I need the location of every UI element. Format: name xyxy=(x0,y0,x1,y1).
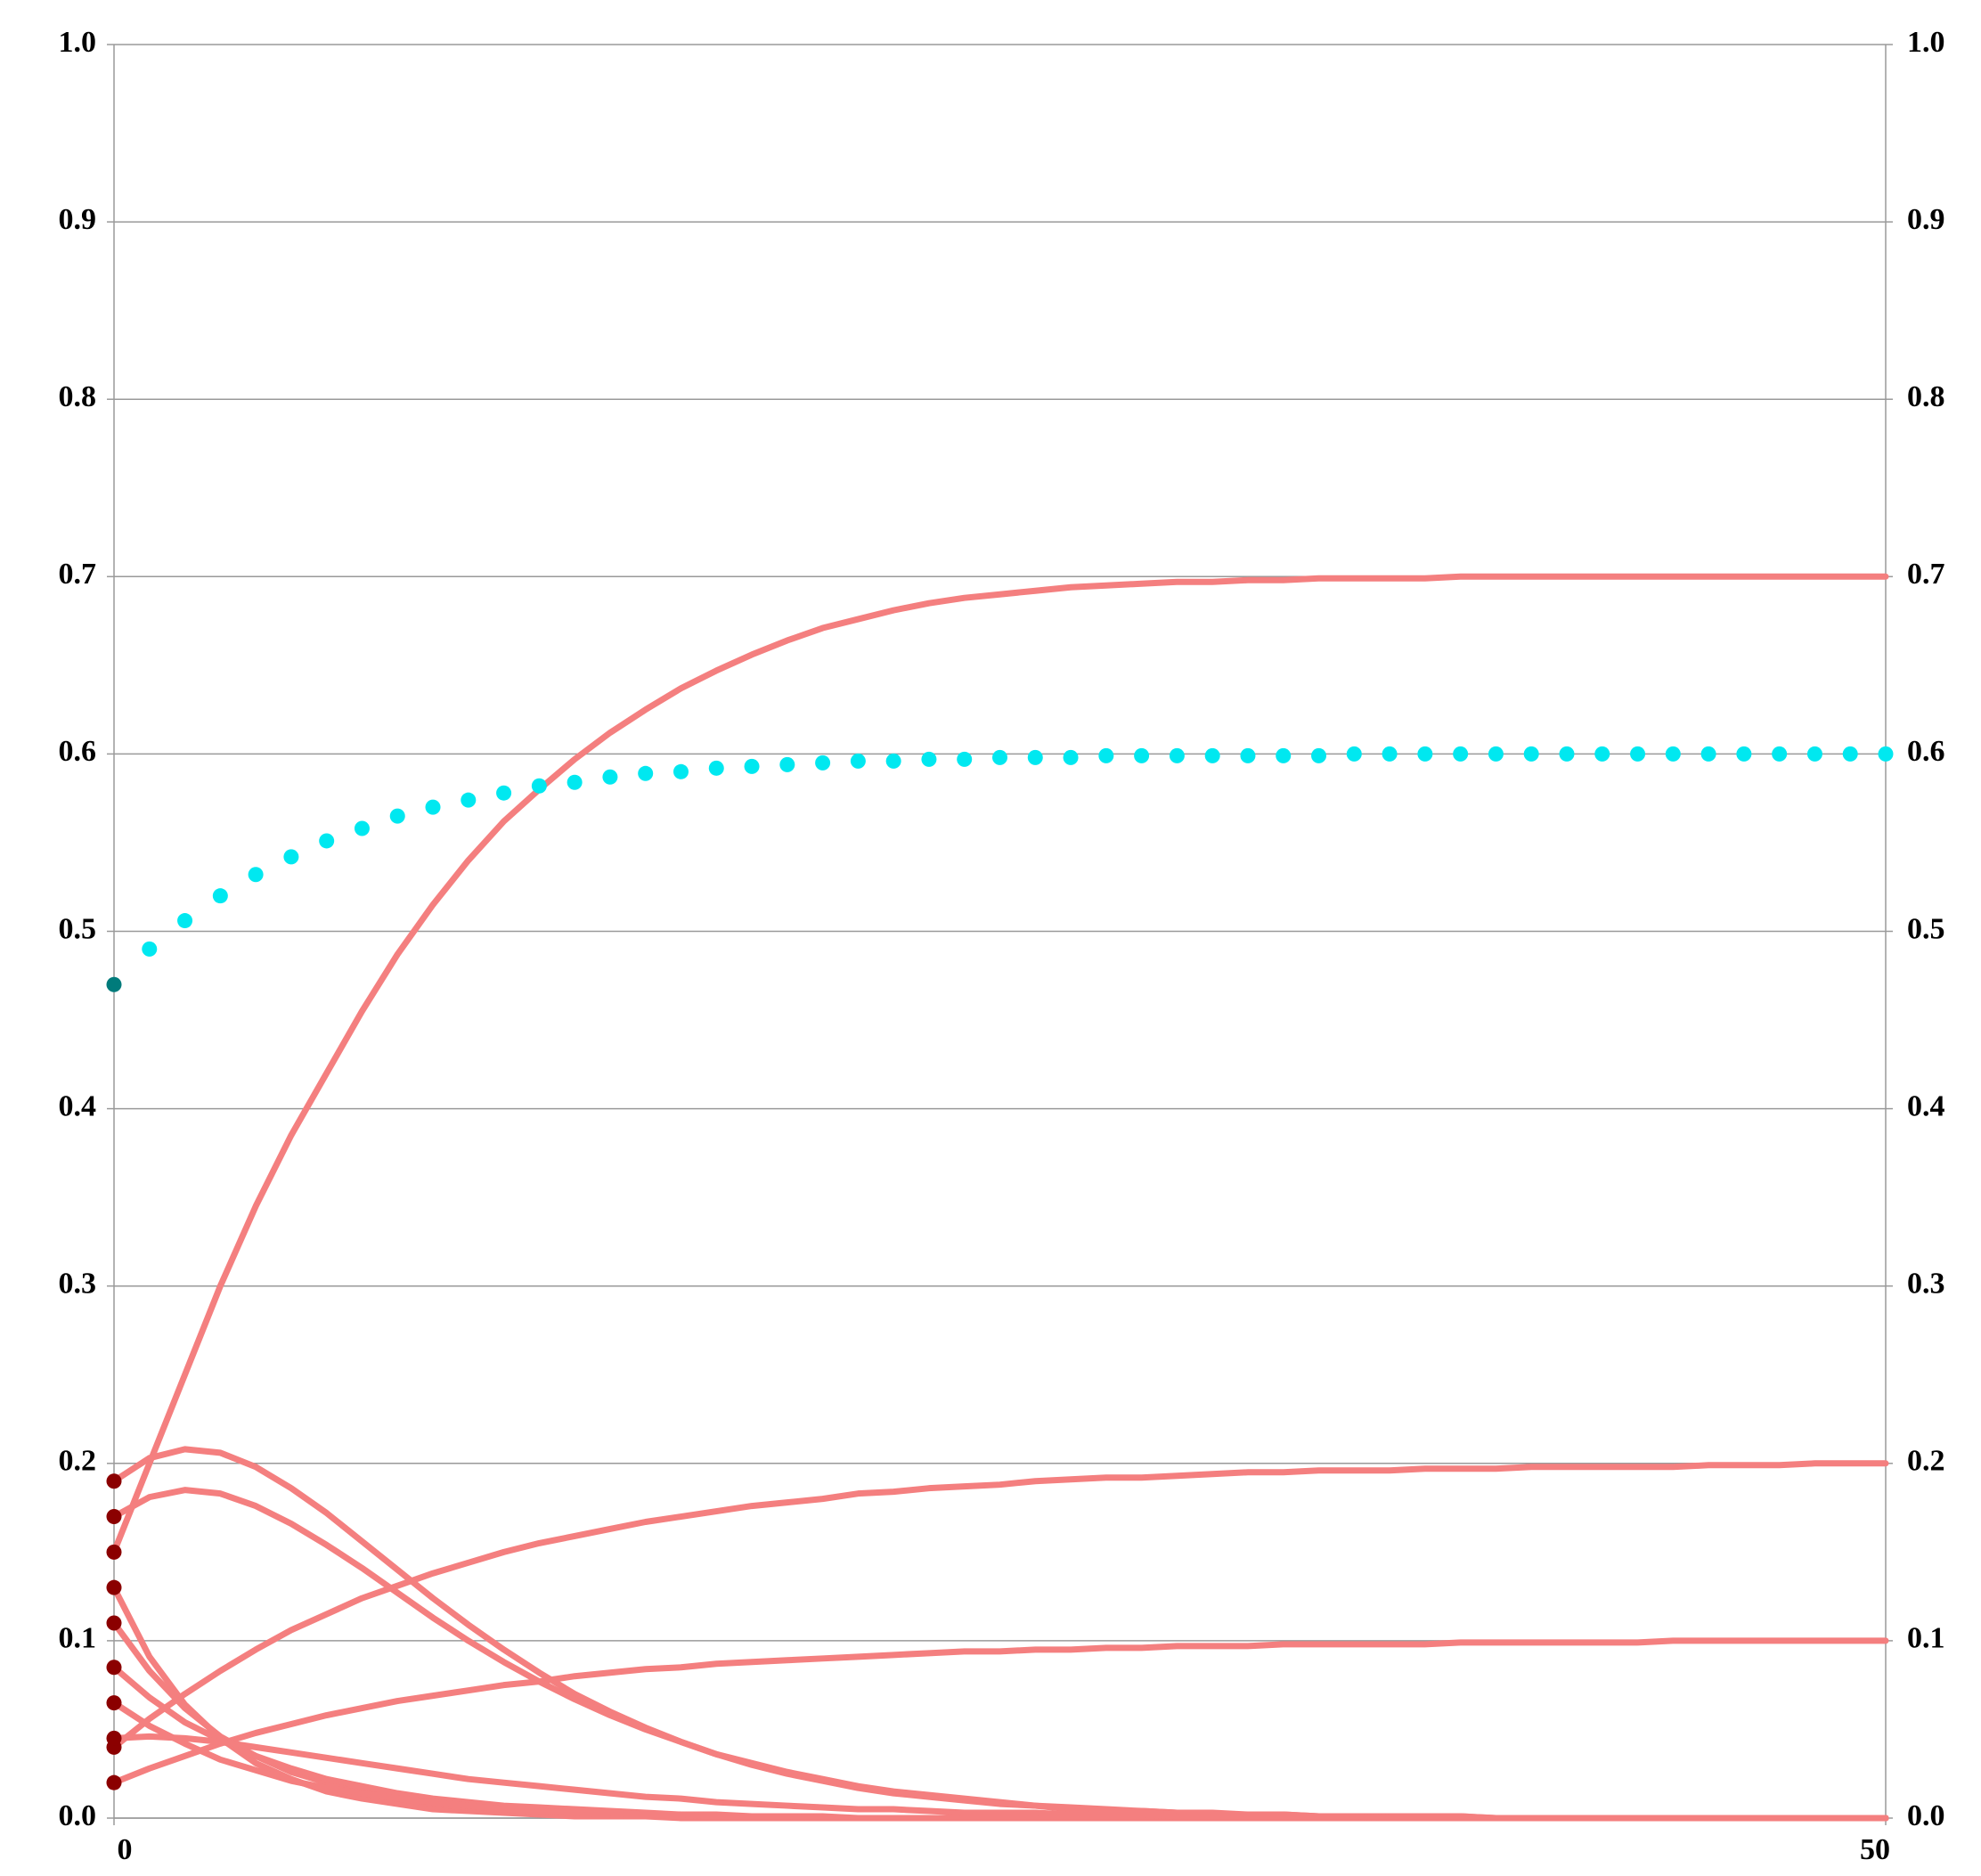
start-marker xyxy=(106,1660,122,1676)
y-tick-label: 0.9 xyxy=(59,203,97,236)
start-marker xyxy=(106,1473,122,1489)
series-dot xyxy=(283,849,299,865)
y-tick-label: 0.2 xyxy=(59,1445,97,1478)
x-tick-label: 50 xyxy=(1860,1833,1890,1866)
y2-tick-label: 0.4 xyxy=(1907,1089,1945,1122)
series-dot xyxy=(1240,747,1256,763)
series-dot xyxy=(142,941,158,957)
y2-tick-label: 0.9 xyxy=(1907,203,1945,236)
series-dot xyxy=(921,751,937,767)
series-dot xyxy=(1204,747,1220,763)
start-marker xyxy=(106,1615,122,1631)
series-dot xyxy=(1063,749,1079,765)
series-dot xyxy=(1772,746,1788,762)
series-dot xyxy=(1806,746,1822,762)
start-marker xyxy=(106,976,122,992)
series-dot xyxy=(389,808,405,824)
start-marker xyxy=(106,1730,122,1746)
series-dot xyxy=(850,753,866,769)
series-dot xyxy=(531,778,547,794)
series-line xyxy=(110,573,1889,1555)
start-marker xyxy=(106,1774,122,1790)
y-tick-label: 0.5 xyxy=(59,912,97,945)
series-dot xyxy=(1453,746,1469,762)
series-dot xyxy=(212,888,228,904)
series-line xyxy=(110,1733,1889,1822)
y2-tick-label: 0.1 xyxy=(1907,1622,1945,1655)
series-dot xyxy=(1736,746,1752,762)
y-tick-label: 0.8 xyxy=(59,380,97,413)
series-dot xyxy=(992,749,1007,765)
series-dot xyxy=(1098,747,1114,763)
series-dot xyxy=(744,758,760,774)
series-dot xyxy=(1559,746,1575,762)
start-marker xyxy=(106,1695,122,1711)
series-dot xyxy=(1346,746,1362,762)
series-dot xyxy=(1878,746,1894,762)
series-dot xyxy=(638,765,654,781)
series-dot xyxy=(1488,746,1504,762)
y-tick-label: 0.1 xyxy=(59,1622,97,1655)
series-dot xyxy=(1276,747,1292,763)
series-dot xyxy=(815,754,831,771)
series-dot xyxy=(567,774,583,790)
series-dot xyxy=(779,756,795,772)
y2-tick-label: 0.7 xyxy=(1907,558,1945,591)
series-dot xyxy=(1027,749,1043,765)
series-dot xyxy=(496,785,512,801)
series-dot xyxy=(602,769,618,785)
y-tick-label: 0.0 xyxy=(59,1799,97,1832)
y2-tick-label: 0.8 xyxy=(1907,380,1945,413)
series-dot xyxy=(1417,746,1433,762)
series-dot xyxy=(177,913,193,929)
series-dot xyxy=(1382,746,1398,762)
y-tick-label: 0.3 xyxy=(59,1267,97,1300)
series-dot xyxy=(425,799,441,815)
start-marker xyxy=(106,1544,122,1560)
series-dot xyxy=(1665,746,1681,762)
start-marker xyxy=(106,1509,122,1525)
series-dot xyxy=(1630,746,1646,762)
series-dot xyxy=(248,867,264,883)
y2-tick-label: 0.0 xyxy=(1907,1799,1945,1832)
y-tick-label: 0.4 xyxy=(59,1089,97,1122)
series-dot xyxy=(708,760,724,776)
series-dot xyxy=(1169,747,1185,763)
series-dot xyxy=(1523,746,1539,762)
series-dot xyxy=(673,763,689,779)
series-dot xyxy=(461,792,477,808)
series-dot xyxy=(1311,747,1327,763)
series-dot xyxy=(1594,746,1610,762)
series-dot xyxy=(957,751,973,767)
y-tick-label: 0.6 xyxy=(59,735,97,768)
y2-tick-label: 0.6 xyxy=(1907,735,1945,768)
y2-tick-label: 1.0 xyxy=(1907,26,1945,59)
y-tick-label: 1.0 xyxy=(59,26,97,59)
y-tick-label: 0.7 xyxy=(59,558,97,591)
y2-tick-label: 0.2 xyxy=(1907,1445,1945,1478)
start-marker xyxy=(106,1579,122,1595)
series-dot xyxy=(319,833,335,849)
series-line xyxy=(110,1637,1889,1786)
y2-tick-label: 0.5 xyxy=(1907,912,1945,945)
y2-tick-label: 0.3 xyxy=(1907,1267,1945,1300)
series-dot xyxy=(1134,747,1150,763)
series-dot xyxy=(1700,746,1716,762)
series-dot xyxy=(354,820,370,836)
x-tick-label: 0 xyxy=(118,1833,133,1866)
series-dot xyxy=(1842,746,1858,762)
series-dot xyxy=(885,753,901,769)
